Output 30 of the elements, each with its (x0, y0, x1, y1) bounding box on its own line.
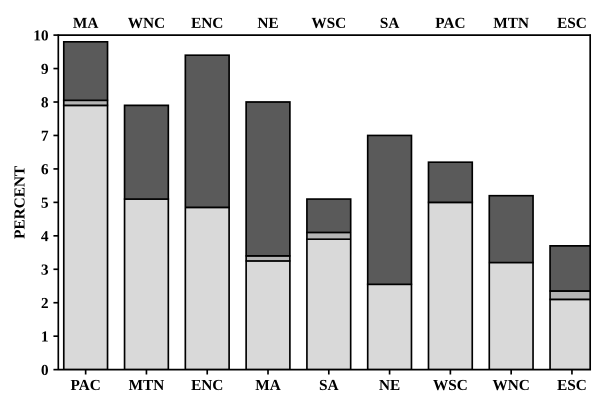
text: MA (73, 18, 98, 28)
text: NE (258, 18, 278, 28)
y-tick-label: 1 (42, 331, 48, 342)
y-axis-title: PERCENT (14, 166, 25, 239)
x-tick-label: NE (379, 380, 400, 390)
x-tick-label: ENC (191, 380, 222, 390)
y-tick-label: 0 (42, 364, 48, 376)
y-tick-label: 5 (42, 198, 48, 208)
text: PAC (435, 18, 464, 28)
y-tick-label: 4 (41, 231, 48, 242)
y-tick-label: 10 (34, 30, 48, 41)
x-tick-label: MA (256, 380, 281, 390)
y-tick-label: 3 (42, 264, 48, 275)
x-tick-label: ESC (557, 380, 586, 390)
text: SA (380, 18, 400, 28)
x-tick-label: MTN (128, 380, 164, 390)
text: WNC (128, 18, 164, 28)
y-tick-label: 6 (41, 164, 48, 174)
x-tick-label: WNC (492, 380, 529, 390)
x-tick-label: SA (320, 380, 338, 390)
text: ENC (191, 18, 222, 28)
x-tick-label: WSC (433, 380, 467, 390)
y-tick-label: 8 (41, 97, 48, 108)
y-tick-label: 7 (42, 130, 48, 141)
x-tick-label: PAC (70, 380, 100, 390)
y-tick-label: 2 (42, 298, 48, 308)
text: WSC (312, 18, 346, 28)
text: ESC (557, 18, 586, 28)
y-tick-label: 9 (41, 64, 48, 74)
text: MTN (494, 18, 529, 28)
